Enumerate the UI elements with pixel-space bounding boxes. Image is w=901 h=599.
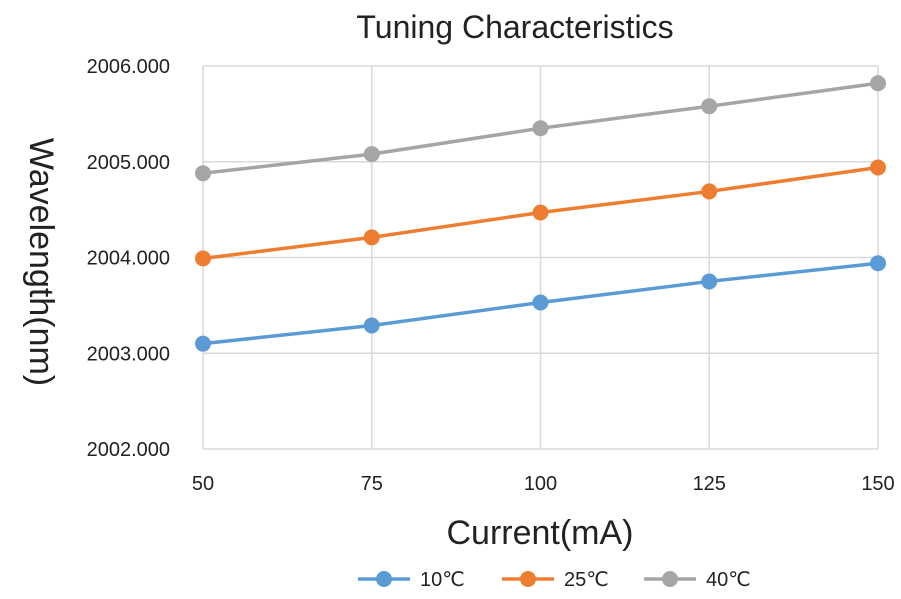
y-tick-label: 2003.000 xyxy=(87,343,170,365)
data-point xyxy=(532,294,549,311)
y-axis-label: Wavelength(nm) xyxy=(22,138,60,386)
legend-item: 25℃ xyxy=(502,569,609,591)
legend-swatch-marker xyxy=(662,571,678,587)
y-tick-label: 2006.000 xyxy=(87,56,170,78)
y-axis-ticks: 2002.000 2003.000 2004.000 2005.000 2006.000 xyxy=(87,56,170,461)
data-point xyxy=(870,75,886,92)
x-axis-label: Current(mA) xyxy=(446,514,633,552)
data-point xyxy=(363,146,380,163)
x-tick-label: 150 xyxy=(861,473,894,495)
data-point xyxy=(363,229,380,246)
legend-label: 25℃ xyxy=(564,569,609,591)
data-point xyxy=(532,120,549,137)
legend-label: 10℃ xyxy=(420,569,465,591)
data-point xyxy=(363,317,380,334)
data-point xyxy=(701,273,718,290)
legend-item: 40℃ xyxy=(644,569,751,591)
legend-swatch-marker xyxy=(376,571,392,587)
y-tick-label: 2004.000 xyxy=(87,248,170,270)
data-point xyxy=(195,335,211,352)
data-point xyxy=(195,165,211,182)
legend: 10℃ 25℃ 40℃ xyxy=(358,569,751,591)
chart-title: Tuning Characteristics xyxy=(356,9,673,45)
y-tick-label: 2002.000 xyxy=(87,439,170,461)
legend-item: 10℃ xyxy=(358,569,465,591)
legend-swatch-marker xyxy=(520,571,536,587)
x-axis-ticks: 50 75 100 125 150 xyxy=(192,473,895,495)
data-point xyxy=(870,159,886,176)
data-point xyxy=(195,250,211,267)
x-tick-label: 125 xyxy=(693,473,726,495)
legend-label: 40℃ xyxy=(706,569,751,591)
y-tick-label: 2005.000 xyxy=(87,152,170,174)
plot-points xyxy=(195,75,886,352)
data-point xyxy=(870,255,886,272)
x-tick-label: 100 xyxy=(524,473,557,495)
x-tick-label: 75 xyxy=(361,473,383,495)
x-tick-label: 50 xyxy=(192,473,214,495)
data-point xyxy=(701,98,718,115)
data-point xyxy=(532,204,549,221)
data-point xyxy=(701,183,718,200)
